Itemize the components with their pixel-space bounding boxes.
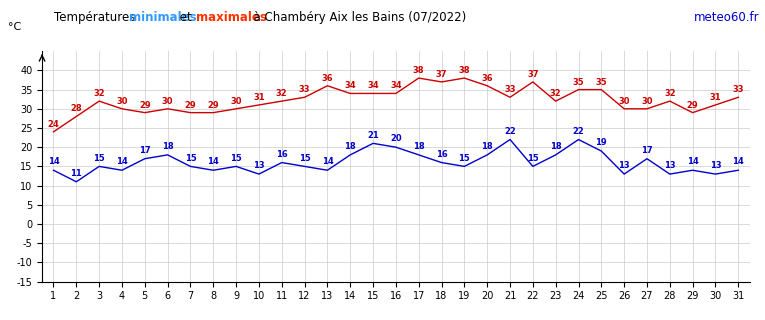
Text: 29: 29 xyxy=(139,100,151,109)
Text: 34: 34 xyxy=(344,81,356,90)
Text: 33: 33 xyxy=(299,85,311,94)
Text: 18: 18 xyxy=(413,142,425,151)
Text: 29: 29 xyxy=(184,100,197,109)
Text: 28: 28 xyxy=(70,104,82,113)
Text: maximales: maximales xyxy=(196,11,267,24)
Text: 31: 31 xyxy=(253,93,265,102)
Text: 38: 38 xyxy=(458,66,470,75)
Text: 30: 30 xyxy=(641,97,653,106)
Text: 15: 15 xyxy=(527,154,539,163)
Text: 18: 18 xyxy=(481,142,493,151)
Text: 14: 14 xyxy=(321,157,334,166)
Text: 32: 32 xyxy=(276,89,288,98)
Text: 34: 34 xyxy=(367,81,379,90)
Text: 13: 13 xyxy=(664,161,675,170)
Text: °C: °C xyxy=(8,22,21,32)
Text: 38: 38 xyxy=(413,66,425,75)
Text: 15: 15 xyxy=(230,154,242,163)
Text: Températures: Températures xyxy=(54,11,142,24)
Text: 30: 30 xyxy=(230,97,242,106)
Text: 22: 22 xyxy=(504,127,516,136)
Text: 13: 13 xyxy=(618,161,630,170)
Text: 18: 18 xyxy=(550,142,562,151)
Text: 30: 30 xyxy=(162,97,174,106)
Text: 34: 34 xyxy=(390,81,402,90)
Text: 16: 16 xyxy=(276,150,288,159)
Text: 19: 19 xyxy=(595,138,607,147)
Text: 36: 36 xyxy=(481,74,493,83)
Text: 15: 15 xyxy=(298,154,311,163)
Text: 18: 18 xyxy=(344,142,356,151)
Text: et: et xyxy=(176,11,195,24)
Text: 33: 33 xyxy=(733,85,744,94)
Text: 31: 31 xyxy=(710,93,721,102)
Text: 30: 30 xyxy=(618,97,630,106)
Text: 37: 37 xyxy=(527,70,539,79)
Text: 20: 20 xyxy=(390,134,402,143)
Text: 16: 16 xyxy=(435,150,448,159)
Text: 22: 22 xyxy=(573,127,584,136)
Text: 21: 21 xyxy=(367,131,379,140)
Text: à Chambéry Aix les Bains (07/2022): à Chambéry Aix les Bains (07/2022) xyxy=(246,11,466,24)
Text: 35: 35 xyxy=(573,77,584,86)
Text: 35: 35 xyxy=(595,77,607,86)
Text: 24: 24 xyxy=(47,120,60,129)
Text: 14: 14 xyxy=(732,157,744,166)
Text: 29: 29 xyxy=(687,100,698,109)
Text: 36: 36 xyxy=(321,74,334,83)
Text: 14: 14 xyxy=(687,157,698,166)
Text: 11: 11 xyxy=(70,169,82,178)
Text: 33: 33 xyxy=(504,85,516,94)
Text: 14: 14 xyxy=(207,157,219,166)
Text: 30: 30 xyxy=(116,97,128,106)
Text: 15: 15 xyxy=(458,154,470,163)
Text: 15: 15 xyxy=(184,154,197,163)
Text: 29: 29 xyxy=(207,100,219,109)
Text: 32: 32 xyxy=(550,89,562,98)
Text: 37: 37 xyxy=(436,70,448,79)
Text: 14: 14 xyxy=(116,157,128,166)
Text: 13: 13 xyxy=(710,161,721,170)
Text: minimales: minimales xyxy=(129,11,196,24)
Text: 13: 13 xyxy=(253,161,265,170)
Text: meteo60.fr: meteo60.fr xyxy=(694,11,760,24)
Text: 17: 17 xyxy=(139,146,151,155)
Text: 32: 32 xyxy=(664,89,675,98)
Text: 17: 17 xyxy=(641,146,653,155)
Text: 32: 32 xyxy=(93,89,105,98)
Text: 15: 15 xyxy=(93,154,105,163)
Text: 18: 18 xyxy=(162,142,174,151)
Text: 14: 14 xyxy=(47,157,60,166)
